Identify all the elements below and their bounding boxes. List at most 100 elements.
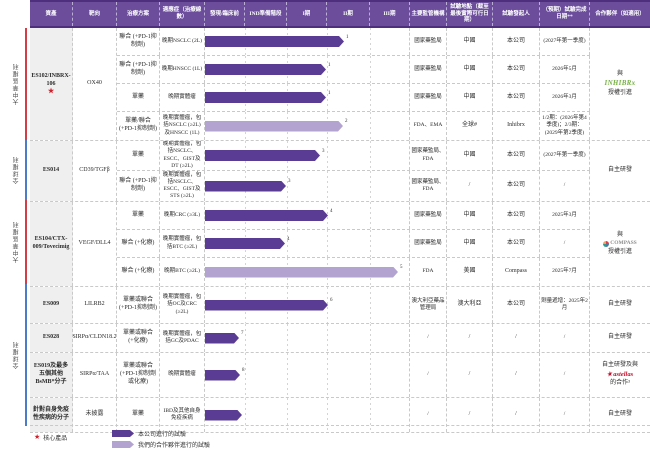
compass-logo-text: COMPASS <box>610 240 637 247</box>
asset-cell: ES102/INBRX-106 ★ <box>30 28 73 140</box>
trial-row: 單藥 晚期實體瘤 1 國家藥監局 中國 本公司 2026年3月 <box>117 84 590 112</box>
completion-date-cell: 2026年5月 <box>540 56 590 83</box>
trial-row: 聯合 (+化療) 晚期BTC (≥2L) 5 FDA 美國 Compass 20… <box>117 258 590 286</box>
sponsor-cell: 本公司 <box>493 230 540 257</box>
subrows: 單藥 IBD及其他自身免疫疾病 / / / / <box>117 398 590 432</box>
treatment-cell: 單藥或聯合 (+PD-1抑制劑) <box>117 287 160 323</box>
phase-bar-area: 1 <box>205 28 410 55</box>
target-cell: SIRPα/TAA <box>73 353 117 397</box>
bar-footnote: 6 <box>330 298 333 303</box>
completion-date-cell: 2025年7月 <box>540 258 590 286</box>
completion-date-cell: 1/2期：(2026年第4季度)；2/3期：(2029年第2季度) <box>540 112 590 140</box>
phase-bar-area: 1 <box>205 56 410 83</box>
column-header-ind-prep: IND準備階段 <box>245 2 287 26</box>
table-bottom-divider <box>30 425 650 426</box>
column-header-treatment: 治療方案 <box>117 2 160 26</box>
asset-cell: ES028 <box>30 324 73 352</box>
legend-company-label: 本公司進行的試驗 <box>138 432 187 438</box>
target-cell: CD39/TGFβ <box>73 141 117 201</box>
location-cell: / <box>447 324 493 352</box>
bar-footnote: 4 <box>330 208 333 214</box>
asset-group-autoimmune: 針對自身免疫性疾病的分子 未披露 單藥 IBD及其他自身免疫疾病 / / / / <box>30 398 650 432</box>
treatment-cell: 單藥 <box>117 84 160 111</box>
indication-cell: IBD及其他自身免疫疾病 <box>160 398 205 432</box>
rights-strip: 大中華區權利 全球權利 大中華區權利 全球權利 <box>0 28 30 426</box>
trial-row: 單藥或聯合 (+PD-1抑制劑) 晚期實體瘤，包括OC及CRC (≥2L) 6 … <box>117 287 590 323</box>
asset-group-es028: ES028 SIRPα/CLDN18.2 單藥或聯合 (+化療) 晚期實體瘤，包… <box>30 324 650 353</box>
regulator-cell: 國家藥監局、FDA <box>410 171 447 201</box>
regulator-cell: 國家藥監局 <box>410 202 447 229</box>
trial-row: 單藥 IBD及其他自身免疫疾病 / / / / <box>117 398 590 432</box>
rights-line-red <box>25 200 27 284</box>
trial-row: 單藥 晚期實體瘤，包括NSCLC、ESCC、GIST及DT (≥2L) 3 國家… <box>117 141 590 171</box>
location-cell: 中國 <box>447 141 493 170</box>
regulator-cell: 國家藥監局、FDA <box>410 141 447 170</box>
phase-progress-bar <box>205 36 344 47</box>
phase-progress-bar <box>205 64 326 75</box>
sponsor-cell: 本公司 <box>493 28 540 55</box>
core-product-star-icon: ★ <box>34 433 41 441</box>
phase-bar-area: 1 <box>205 84 410 111</box>
trial-row: 單藥或聯合 (+PD-1抑制劑或化療) 晚期實體瘤 8 / / / / <box>117 353 590 397</box>
completion-date-cell: (2027年第一季度) <box>540 141 590 170</box>
rights-label: 全球權利 <box>14 156 20 184</box>
column-header-sponsor: 試驗發起人 <box>493 2 540 26</box>
treatment-cell: 聯合 (+化療) <box>117 230 160 257</box>
partner-post-text: 授權引進 <box>607 248 632 255</box>
bar-footnote: 8 <box>242 368 245 373</box>
sponsor-cell: 本公司 <box>493 287 540 323</box>
sponsor-cell: Compass <box>493 258 540 286</box>
regulator-cell: FDA、EMA <box>410 112 447 140</box>
sponsor-cell: 本公司 <box>493 171 540 201</box>
legend-trials: 本公司進行的試驗 我們的合作夥伴進行的試驗 <box>112 429 210 449</box>
subrows: 單藥 晚期CRC (≥3L) 4 國家藥監局 中國 本公司 2025年3月 聯合… <box>117 202 590 286</box>
asset-group-es019: ES019及最多五個其他BsMB*分子 SIRPα/TAA 單藥或聯合 (+PD… <box>30 353 650 398</box>
asset-cell: ES014 <box>30 141 73 201</box>
location-cell: 中國 <box>447 28 493 55</box>
sponsor-cell: / <box>493 398 540 432</box>
partner-cell: 自主研發及與 ★ astellas 的合作³ <box>590 353 650 397</box>
trial-row: 聯合 (+PD-1抑制劑) 晚期實體瘤，包括NSCLC、ESCC、GIST及ST… <box>117 171 590 201</box>
regulator-cell: / <box>410 398 447 432</box>
completion-date-cell: (2027年第一季度) <box>540 28 590 55</box>
completion-date-cell: / <box>540 398 590 432</box>
indication-cell: 晚期實體瘤，包括GC及PDAC <box>160 324 205 352</box>
phase-bar-area: 3 <box>205 141 410 170</box>
phase-bar-area: 6 <box>205 287 410 323</box>
target-cell: VEGF/DLL4 <box>73 202 117 286</box>
asset-cell: 針對自身免疫性疾病的分子 <box>30 398 73 432</box>
partner-cell: 自主研發 <box>607 411 632 418</box>
phase-progress-bar <box>205 92 326 103</box>
completion-date-cell: / <box>540 171 590 201</box>
bar-footnote: 7 <box>241 331 244 336</box>
bar-footnote: 5 <box>400 265 403 270</box>
indication-cell: 晚期實體瘤，包括BTC (≥2L) <box>160 230 205 257</box>
asset-cell: ES019及最多五個其他BsMB*分子 <box>30 353 73 397</box>
phase-progress-bar <box>205 300 328 311</box>
indication-cell: 晚期實體瘤 <box>160 353 205 397</box>
column-header-asset: 資產 <box>30 2 73 26</box>
phase-progress-bar <box>205 238 285 249</box>
regulator-cell: 澳大利亞藥品管理局 <box>410 287 447 323</box>
rights-label: 全球權利 <box>14 341 20 369</box>
location-cell: 美國 <box>447 258 493 286</box>
phase-bar-area: 8 <box>205 353 410 397</box>
column-header-location: 試驗地點（截至最後實際可行日期） <box>447 2 493 26</box>
completion-date-cell: 2025年3月 <box>540 202 590 229</box>
asset-cell: ES009 <box>30 287 73 323</box>
rights-group-3: 大中華區權利 <box>0 200 30 284</box>
completion-date-cell: 2026年3月 <box>540 84 590 111</box>
phase-bar-area: 7 <box>205 324 410 352</box>
pipeline-table: 資產 靶向 治療方案 適應症（治療線數） 發現/臨床前 IND準備階段 I期 I… <box>30 0 650 433</box>
bar-footnote: 4 <box>287 236 290 242</box>
partner-pre-text: 自主研發及與 <box>601 361 638 368</box>
indication-cell: 晚期實體瘤，包括NSCLC (≥2L)及HNSCC (1L) <box>160 112 205 140</box>
location-cell: 全球# <box>447 112 493 140</box>
company-trial-bar-icon <box>112 430 134 437</box>
sponsor-cell: / <box>493 353 540 397</box>
legend: ★ 核心產品 本公司進行的試驗 我們的合作夥伴進行的試驗 <box>30 427 650 451</box>
table-header: 資產 靶向 治療方案 適應症（治療線數） 發現/臨床前 IND準備階段 I期 I… <box>30 0 650 28</box>
target-cell: SIRPα/CLDN18.2 <box>73 324 117 352</box>
legend-partner-label: 我們的合作夥伴進行的試驗 <box>138 443 211 449</box>
indication-cell: 晚期CRC (≥3L) <box>160 202 205 229</box>
